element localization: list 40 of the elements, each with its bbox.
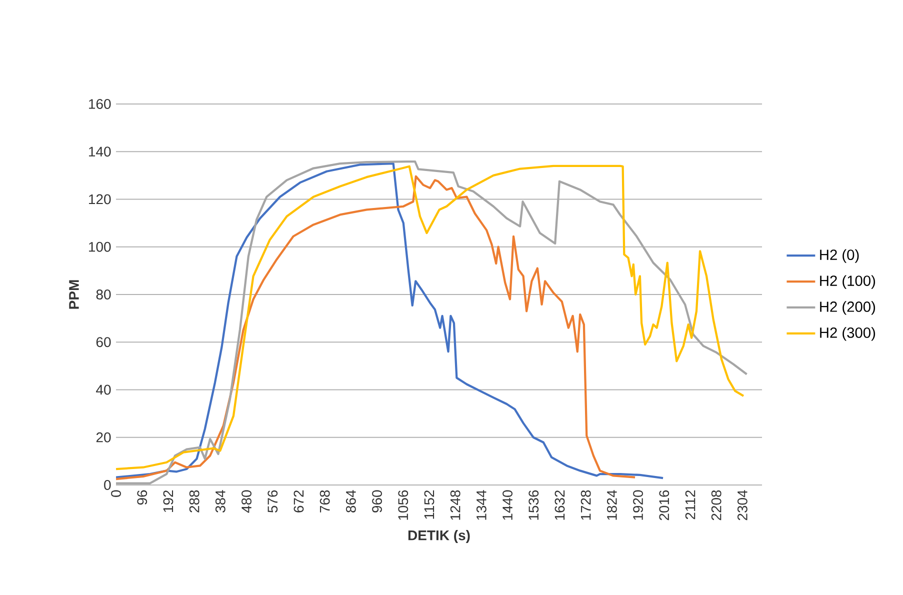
x-tick-label: 576 xyxy=(268,490,278,512)
y-tick-label: 20 xyxy=(96,432,111,442)
x-tick-label: 1728 xyxy=(580,490,591,520)
x-tick-label: 1632 xyxy=(554,490,565,520)
x-tick-label: 1536 xyxy=(528,490,539,520)
y-axis-title: PPM xyxy=(69,280,79,309)
x-tick-label: 96 xyxy=(137,490,148,505)
y-tick-label: 140 xyxy=(89,146,111,157)
y-tick-label: 160 xyxy=(89,99,111,109)
x-tick-label: 2016 xyxy=(659,490,670,520)
y-tick-label: 40 xyxy=(96,384,111,395)
x-tick-label: 1056 xyxy=(398,490,408,520)
x-tick-label: 1248 xyxy=(450,490,460,520)
x-tick-label: 480 xyxy=(242,490,252,513)
x-tick-label: 1344 xyxy=(476,490,486,520)
x-tick-label: 2304 xyxy=(737,490,748,520)
x-tick-label: 1824 xyxy=(606,490,617,520)
x-tick-label: 672 xyxy=(294,490,304,512)
y-tick-label: 120 xyxy=(89,194,111,204)
y-tick-label: 60 xyxy=(96,337,111,348)
x-tick-label: 192 xyxy=(163,490,174,512)
x-tick-label: 960 xyxy=(372,490,382,512)
x-tick-label: 768 xyxy=(320,490,330,512)
x-tick-label: 1152 xyxy=(424,490,434,519)
x-tick-label: 384 xyxy=(215,490,226,513)
x-tick-label: 288 xyxy=(189,490,200,512)
legend-label: H2 (100) xyxy=(820,275,876,289)
legend-label: H2 (300) xyxy=(820,327,876,341)
y-tick-label: 0 xyxy=(104,480,111,490)
x-tick-label: 1920 xyxy=(633,490,643,520)
x-tick-label: 864 xyxy=(346,490,356,512)
x-tick-label: 1440 xyxy=(502,490,512,520)
y-tick-label: 100 xyxy=(89,242,111,252)
legend-label: H2 (0) xyxy=(820,249,859,263)
legend-label: H2 (200) xyxy=(820,301,876,315)
x-axis-title: DETIK (s) xyxy=(408,530,470,544)
x-tick-label: 2112 xyxy=(685,490,696,520)
y-tick-label: 80 xyxy=(96,290,111,300)
x-tick-label: 0 xyxy=(111,490,121,497)
x-tick-label: 2208 xyxy=(711,490,722,520)
